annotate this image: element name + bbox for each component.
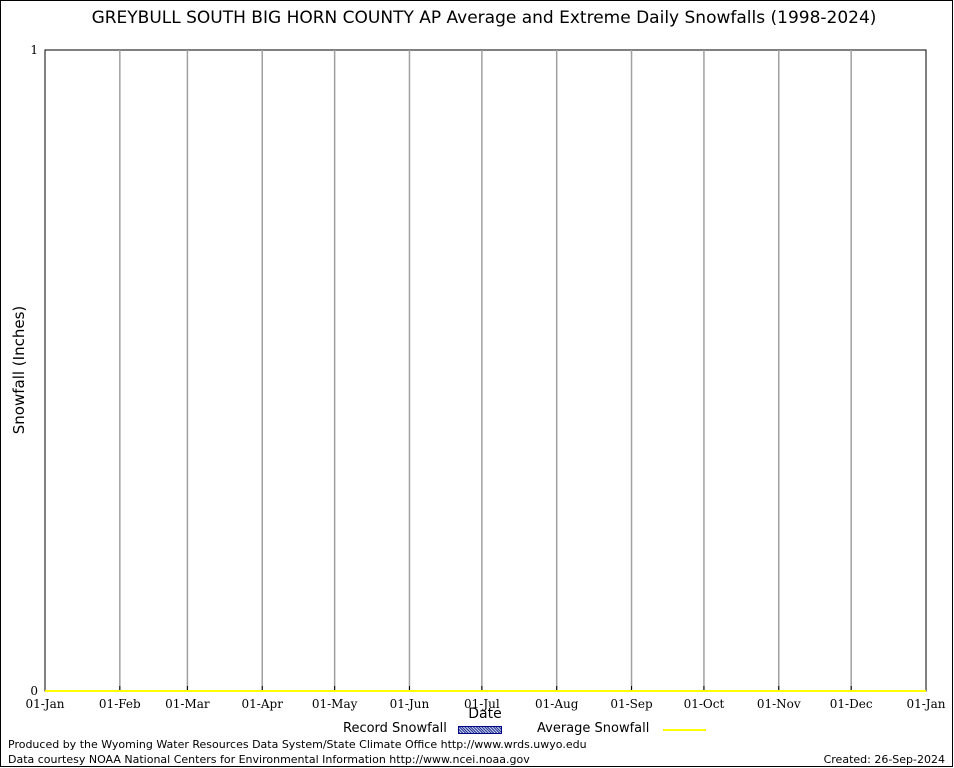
x-tick-label-1: 01-Feb bbox=[99, 697, 141, 711]
y-tick-label-1: 1 bbox=[30, 43, 38, 57]
legend-average-swatch bbox=[663, 729, 706, 731]
x-tick-label-6: 01-Jul bbox=[464, 697, 500, 711]
x-tick-label-11: 01-Dec bbox=[830, 697, 873, 711]
x-tick-label-2: 01-Mar bbox=[165, 697, 210, 711]
legend-average-label: Average Snowfall bbox=[537, 721, 650, 736]
plot-border bbox=[44, 49, 927, 692]
x-tick-label-9: 01-Oct bbox=[684, 697, 725, 711]
x-tick-label-7: 01-Aug bbox=[535, 697, 579, 711]
footer-produced: Produced by the Wyoming Water Resources … bbox=[8, 738, 587, 751]
x-tick-labels: 01-Jan 01-Feb 01-Mar 01-Apr 01-May 01-Jun 01-J… bbox=[25, 697, 945, 711]
x-tick-label-10: 01-Nov bbox=[757, 697, 801, 711]
chart-title: GREYBULL SOUTH BIG HORN COUNTY AP Averag… bbox=[91, 8, 877, 28]
footer-created: Created: 26-Sep-2024 bbox=[823, 753, 945, 766]
x-tick-label-5: 01-Jun bbox=[390, 697, 430, 711]
y-axis-label: Snowfall (Inches) bbox=[10, 305, 28, 435]
x-tick-label-4: 01-May bbox=[312, 697, 358, 711]
x-tick-label-8: 01-Sep bbox=[610, 697, 653, 711]
y-tick-label-0: 0 bbox=[30, 684, 38, 698]
legend-record-swatch bbox=[458, 726, 502, 734]
x-tick-label-0: 01-Jan bbox=[25, 697, 64, 711]
legend-record-label: Record Snowfall bbox=[343, 721, 447, 736]
grid-lines bbox=[44, 50, 927, 691]
y-tick-labels: 01 bbox=[30, 43, 50, 698]
x-tick-label-3: 01-Apr bbox=[242, 697, 284, 711]
x-axis-label: Date bbox=[468, 706, 502, 722]
footer-courtesy: Data courtesy NOAA National Centers for … bbox=[8, 753, 530, 766]
x-tick-label-12: 01-Jan bbox=[906, 697, 945, 711]
